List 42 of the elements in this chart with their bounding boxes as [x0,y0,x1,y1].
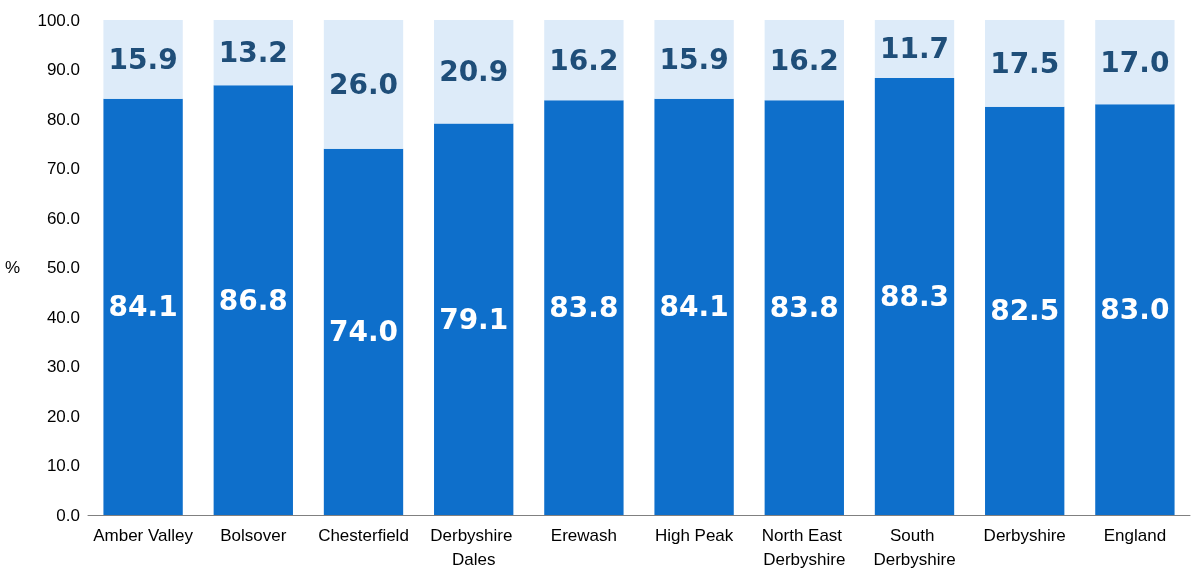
data-label: 16.2 [549,43,619,77]
data-label: 83.0 [1100,293,1170,327]
y-tick-label: 50.0 [46,258,80,277]
data-label: 83.8 [549,291,619,325]
y-tick-label: 70.0 [46,159,80,178]
data-label: 74.0 [328,315,399,349]
x-tick-label: Erewash [550,525,617,545]
data-label: 20.9 [439,55,509,89]
data-label: 84.1 [108,290,178,324]
x-tick-label: South Derbyshire [873,525,956,569]
x-tick-label: Chesterfield [318,525,409,545]
data-label: 17.0 [1100,45,1170,79]
data-label: 79.1 [439,302,509,336]
data-label: 11.7 [879,32,950,66]
y-tick-label: 60.0 [46,208,80,228]
data-label: 17.5 [990,46,1060,80]
y-tick-label: 30.0 [46,357,80,376]
data-label: 15.9 [659,42,729,76]
y-tick-label: 40.0 [46,307,80,327]
data-label: 15.9 [108,42,178,76]
y-tick-label: 20.0 [46,406,80,426]
data-label: 84.1 [659,290,729,324]
x-tick-label: Amber Valley [93,525,194,545]
data-label: 88.3 [879,279,950,313]
x-tick-label: North East Derbyshire [761,525,847,569]
data-label: 13.2 [218,36,288,70]
data-label: 83.8 [769,291,839,325]
data-label: 86.8 [218,283,288,317]
y-tick-label: 80.0 [46,109,80,129]
y-tick-label: 10.0 [46,456,80,475]
data-label: 26.0 [328,67,399,101]
x-tick-label: Derbyshire Dales [430,525,518,569]
x-tick-label: Derbyshire [983,525,1066,545]
y-tick-label: 0.0 [56,505,80,525]
data-label: 16.2 [769,43,839,77]
x-tick-label: England [1103,525,1167,545]
y-tick-label: 100.0 [37,10,80,30]
y-axis-title: % [4,258,20,277]
data-label: 82.5 [990,294,1060,328]
y-tick-label: 90.0 [46,60,80,79]
x-tick-label: High Peak [654,525,734,545]
x-tick-label: Bolsover [220,525,287,545]
